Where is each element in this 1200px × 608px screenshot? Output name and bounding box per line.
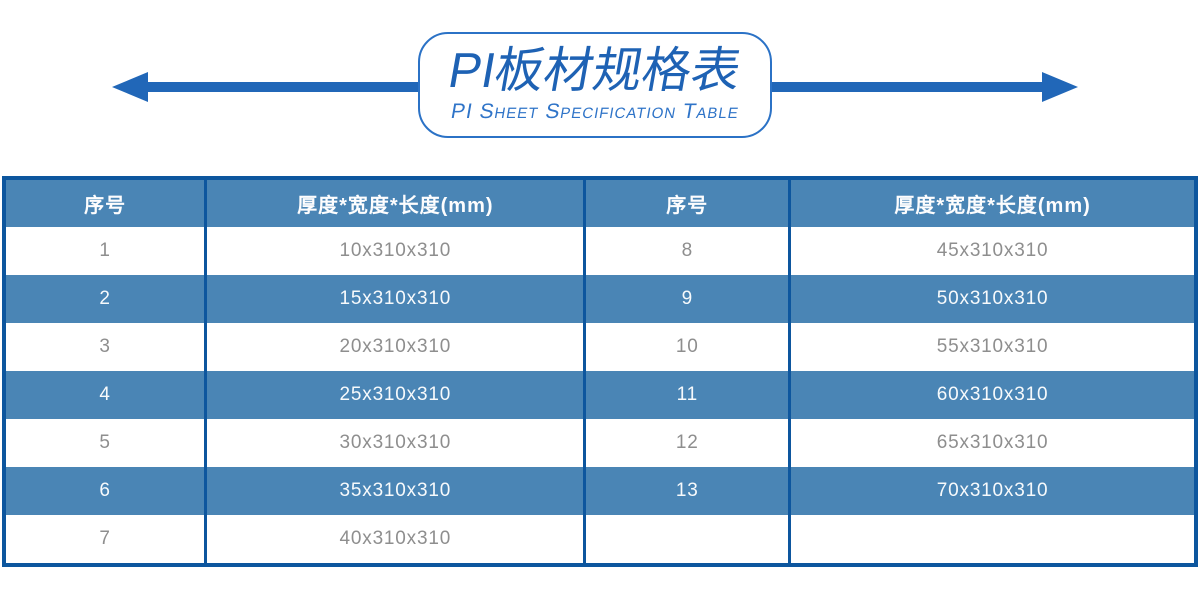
table-row: 2 15x310x310 9 50x310x310 <box>4 275 1196 323</box>
left-arrowhead-icon <box>112 72 148 102</box>
serial-cell-right: 13 <box>583 467 790 515</box>
serial-cell-right: 8 <box>583 227 790 275</box>
header-serial-right: 序号 <box>583 178 790 227</box>
table-row: 1 10x310x310 8 45x310x310 <box>4 227 1196 275</box>
serial-cell-left: 3 <box>4 323 206 371</box>
spec-table-header: 序号 厚度*宽度*长度(mm) 序号 厚度*宽度*长度(mm) <box>4 178 1196 227</box>
title-section: PI板材规格表 PI Sheet Specification Table <box>0 0 1200 160</box>
serial-cell-left: 7 <box>4 515 206 565</box>
header-row: 序号 厚度*宽度*长度(mm) 序号 厚度*宽度*长度(mm) <box>4 178 1196 227</box>
serial-cell-left: 5 <box>4 419 206 467</box>
dimensions-cell-left: 35x310x310 <box>204 467 585 515</box>
dimensions-cell-left: 15x310x310 <box>204 275 585 323</box>
dimensions-cell-left: 20x310x310 <box>204 323 585 371</box>
dimensions-cell-right <box>788 515 1196 565</box>
serial-cell-left: 2 <box>4 275 206 323</box>
serial-cell-left: 4 <box>4 371 206 419</box>
serial-cell-right: 9 <box>583 275 790 323</box>
serial-cell-right: 10 <box>583 323 790 371</box>
table-row: 5 30x310x310 12 65x310x310 <box>4 419 1196 467</box>
left-arrow-shaft <box>148 82 418 92</box>
right-arrow-icon <box>772 72 1078 102</box>
dimensions-cell-right: 45x310x310 <box>788 227 1196 275</box>
serial-cell-left: 6 <box>4 467 206 515</box>
table-row: 6 35x310x310 13 70x310x310 <box>4 467 1196 515</box>
dimensions-cell-right: 60x310x310 <box>788 371 1196 419</box>
dimensions-cell-left: 30x310x310 <box>204 419 585 467</box>
dimensions-cell-left: 40x310x310 <box>204 515 585 565</box>
right-arrow-shaft <box>772 82 1042 92</box>
spec-table-body: 1 10x310x310 8 45x310x310 2 15x310x310 9 50x310… <box>4 227 1196 565</box>
serial-cell-left: 1 <box>4 227 206 275</box>
header-dimensions-right: 厚度*宽度*长度(mm) <box>788 178 1196 227</box>
table-row: 7 40x310x310 <box>4 515 1196 565</box>
serial-cell-right: 11 <box>583 371 790 419</box>
serial-cell-right: 12 <box>583 419 790 467</box>
table-row: 4 25x310x310 11 60x310x310 <box>4 371 1196 419</box>
page-title: PI板材规格表 <box>444 44 746 99</box>
dimensions-cell-left: 25x310x310 <box>204 371 585 419</box>
dimensions-cell-left: 10x310x310 <box>204 227 585 275</box>
header-serial-left: 序号 <box>4 178 206 227</box>
serial-cell-right <box>583 515 790 565</box>
dimensions-cell-right: 70x310x310 <box>788 467 1196 515</box>
dimensions-cell-right: 55x310x310 <box>788 323 1196 371</box>
spec-table: 序号 厚度*宽度*长度(mm) 序号 厚度*宽度*长度(mm) 1 10x310x… <box>2 176 1198 567</box>
right-arrowhead-icon <box>1042 72 1078 102</box>
left-arrow-icon <box>112 72 418 102</box>
header-dimensions-left: 厚度*宽度*长度(mm) <box>204 178 585 227</box>
dimensions-cell-right: 50x310x310 <box>788 275 1196 323</box>
page-subtitle: PI Sheet Specification Table <box>449 99 742 123</box>
table-row: 3 20x310x310 10 55x310x310 <box>4 323 1196 371</box>
title-banner: PI板材规格表 PI Sheet Specification Table <box>418 32 772 138</box>
dimensions-cell-right: 65x310x310 <box>788 419 1196 467</box>
